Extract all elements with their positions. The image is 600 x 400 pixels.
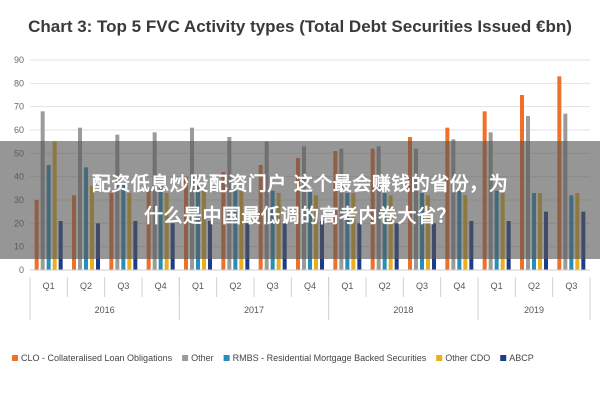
chart-title: Chart 3: Top 5 FVC Activity types (Total… (28, 17, 572, 36)
x-tick-label: Q4 (155, 281, 167, 291)
x-tick-label: Q2 (379, 281, 391, 291)
x-tick-label: Q3 (565, 281, 577, 291)
legend-label: Other (191, 353, 214, 363)
legend-swatch (500, 355, 507, 361)
y-tick-label: 90 (14, 55, 24, 65)
overlay-line-2: 什么是中国最低调的高考内卷大省？ (143, 205, 456, 227)
year-label: 2018 (393, 305, 413, 315)
year-label: 2019 (524, 305, 544, 315)
x-tick-label: Q2 (528, 281, 540, 291)
x-tick-label: Q1 (341, 281, 353, 291)
legend-swatch (182, 355, 189, 361)
legend-swatch (12, 355, 18, 361)
year-label: 2017 (244, 305, 264, 315)
x-tick-label: Q4 (453, 281, 465, 291)
y-tick-label: 80 (14, 78, 24, 88)
y-tick-label: 0 (19, 265, 24, 275)
x-tick-label: Q4 (304, 281, 316, 291)
overlay-line-1: 配资低息炒股配资门户 这个最会赚钱的省份，为 (91, 173, 509, 195)
legend: CLO - Collateralised Loan Obligations Oth… (12, 353, 534, 363)
x-tick-label: Q2 (80, 281, 92, 291)
legend-label: ABCP (509, 353, 534, 363)
y-tick-label: 70 (14, 102, 24, 112)
x-axis: Q1 Q2 Q3 Q4 Q1 Q2 Q3 Q4 Q1 Q2 Q3 Q4 Q1 Q2 Q3 2016 2017 20… (29, 269, 591, 320)
promo-overlay-banner[interactable]: 配资低息炒股配资门户 这个最会赚钱的省份，为 什么是中国最低调的高考内卷大省？ (0, 141, 600, 259)
y-tick-label: 60 (14, 125, 24, 135)
x-tick-label: Q3 (117, 281, 129, 291)
x-tick-label: Q1 (192, 281, 204, 291)
legend-label: CLO - Collateralised Loan Obligations (21, 353, 173, 363)
year-label: 2016 (95, 305, 115, 315)
x-tick-label: Q3 (267, 281, 279, 291)
x-tick-label: Q1 (491, 281, 503, 291)
x-tick-label: Q1 (43, 281, 55, 291)
legend-swatch (223, 355, 230, 361)
x-tick-label: Q3 (416, 281, 428, 291)
x-tick-label: Q2 (229, 281, 241, 291)
legend-label: RMBS - Residential Mortgage Backed Secur… (233, 353, 427, 363)
legend-label: Other CDO (445, 353, 490, 363)
legend-swatch (436, 355, 443, 361)
